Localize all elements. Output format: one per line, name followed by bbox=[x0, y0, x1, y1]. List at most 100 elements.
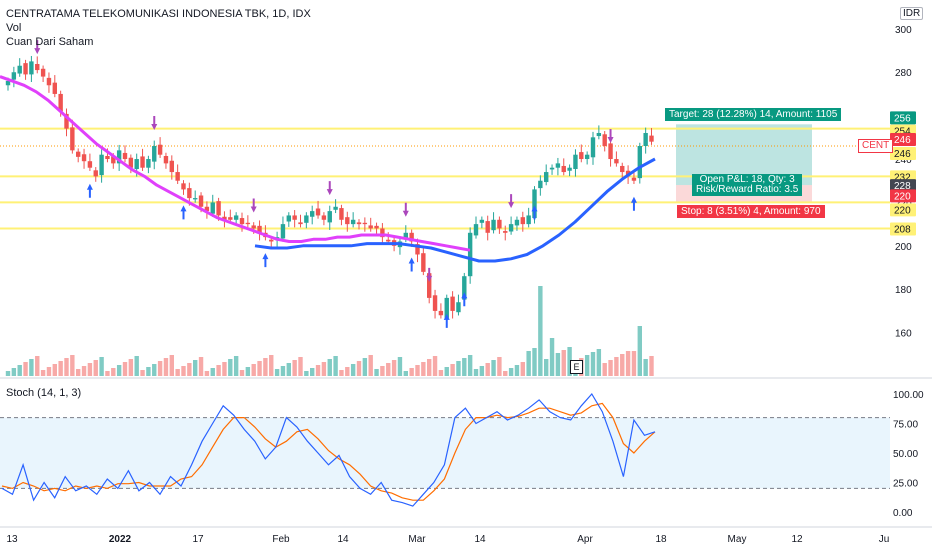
time-tick-label: 12 bbox=[791, 534, 803, 545]
candle-body bbox=[99, 154, 104, 176]
sell-arrow-icon bbox=[151, 116, 158, 131]
volume-bar bbox=[485, 363, 490, 376]
price-badge-bg bbox=[890, 203, 916, 217]
candle-body bbox=[456, 302, 461, 313]
volume-bar bbox=[438, 370, 444, 376]
currency-badge[interactable]: IDR bbox=[900, 7, 924, 20]
volume-bar bbox=[111, 368, 116, 376]
volume-bar bbox=[432, 356, 438, 376]
candle-body bbox=[491, 219, 496, 231]
candle-body bbox=[608, 143, 613, 160]
candle-body bbox=[216, 201, 221, 216]
candle-body bbox=[345, 217, 350, 225]
volume-bar bbox=[456, 361, 461, 376]
candle-body bbox=[514, 219, 520, 226]
volume-bar bbox=[257, 361, 262, 376]
candle-body bbox=[649, 135, 654, 142]
candle-body bbox=[356, 222, 362, 225]
candle-body bbox=[140, 156, 145, 168]
volume-bar bbox=[473, 369, 479, 376]
candle-body bbox=[602, 134, 607, 147]
volume-bar bbox=[263, 358, 268, 376]
price-badge-text: 228 bbox=[894, 181, 911, 192]
candle-body bbox=[339, 208, 344, 220]
candle-body bbox=[614, 159, 619, 164]
price-badge: 246 bbox=[890, 147, 916, 161]
volume-bar bbox=[520, 362, 525, 376]
candle-body bbox=[462, 276, 467, 300]
volume-bar bbox=[163, 358, 169, 376]
stop-label[interactable]: Stop: 8 (3.51%) 4, Amount: 970 bbox=[677, 205, 825, 218]
candle-body bbox=[380, 228, 385, 238]
volume-bar bbox=[567, 347, 572, 376]
price-tick-label: 300 bbox=[895, 25, 912, 36]
volume-bar bbox=[538, 286, 543, 376]
volume-bar bbox=[584, 355, 590, 376]
stoch-label[interactable]: Stoch (14, 1, 3) bbox=[6, 387, 82, 399]
earnings-marker[interactable]: E bbox=[570, 360, 583, 374]
candle-body bbox=[187, 188, 192, 199]
volume-bar bbox=[362, 358, 368, 376]
candle-body bbox=[350, 219, 356, 225]
price-badge-bg bbox=[890, 179, 916, 193]
sell-arrow-icon bbox=[326, 181, 333, 196]
price-badge-text: 220 bbox=[894, 205, 911, 216]
volume-bar bbox=[491, 360, 496, 376]
volume-bar bbox=[397, 357, 403, 376]
candle-body bbox=[76, 151, 81, 157]
volume-bar bbox=[181, 366, 186, 376]
target-label[interactable]: Target: 28 (12.28%) 14, Amount: 1105 bbox=[665, 108, 842, 121]
candle-body bbox=[152, 146, 157, 162]
volume-bar bbox=[321, 362, 327, 376]
time-tick-label: 18 bbox=[655, 534, 667, 545]
volume-bar bbox=[590, 352, 596, 376]
time-tick-label: May bbox=[728, 534, 747, 545]
volume-bar bbox=[602, 363, 607, 376]
volume-bar bbox=[134, 356, 139, 376]
candle-body bbox=[81, 154, 87, 162]
candle-body bbox=[105, 155, 110, 160]
candle-body bbox=[508, 224, 514, 232]
candle-body bbox=[52, 82, 57, 94]
candle-body bbox=[544, 172, 549, 183]
candle-body bbox=[362, 222, 368, 225]
volume-bar bbox=[105, 371, 110, 376]
candle-body bbox=[579, 152, 584, 160]
candle-body bbox=[222, 216, 227, 220]
volume-bar bbox=[187, 363, 192, 376]
volume-bar bbox=[549, 338, 555, 376]
sell-arrow-icon bbox=[250, 198, 257, 213]
rr-text: Risk/Reward Ratio: 3.5 bbox=[696, 184, 799, 195]
volume-bar bbox=[526, 351, 531, 376]
candle-body bbox=[175, 172, 180, 181]
ma-pink-line bbox=[0, 75, 471, 252]
candle-body bbox=[444, 297, 449, 318]
candle-body bbox=[204, 206, 210, 212]
volume-bar bbox=[146, 367, 151, 376]
pnl-label[interactable]: Open P&L: 18, Qty: 3 Risk/Reward Ratio: … bbox=[692, 174, 803, 196]
volume-bar bbox=[339, 370, 344, 376]
candle-body bbox=[321, 215, 327, 220]
volume-label[interactable]: Vol bbox=[6, 22, 22, 34]
candle-body bbox=[526, 215, 531, 225]
price-badge-text: 254 bbox=[894, 127, 911, 138]
candle-body bbox=[368, 225, 373, 229]
candle-body bbox=[210, 202, 215, 214]
volume-bar bbox=[479, 366, 485, 376]
price-badge-bg bbox=[890, 133, 916, 147]
candle-body bbox=[228, 217, 233, 220]
price-badge-bg bbox=[890, 147, 916, 161]
sell-arrow-icon bbox=[34, 40, 41, 55]
symbol-tag[interactable]: CENT bbox=[858, 139, 894, 153]
volume-bar bbox=[386, 363, 391, 376]
candle-body bbox=[233, 215, 239, 220]
volume-bar bbox=[286, 363, 291, 376]
candle-body bbox=[198, 195, 204, 207]
indicator-label[interactable]: Cuan Dari Saham bbox=[6, 36, 94, 48]
candle-body bbox=[292, 215, 297, 220]
volume-bar bbox=[614, 357, 619, 376]
time-tick-label: Feb bbox=[272, 534, 290, 545]
candle-body bbox=[181, 183, 186, 190]
candle-body bbox=[35, 63, 40, 71]
